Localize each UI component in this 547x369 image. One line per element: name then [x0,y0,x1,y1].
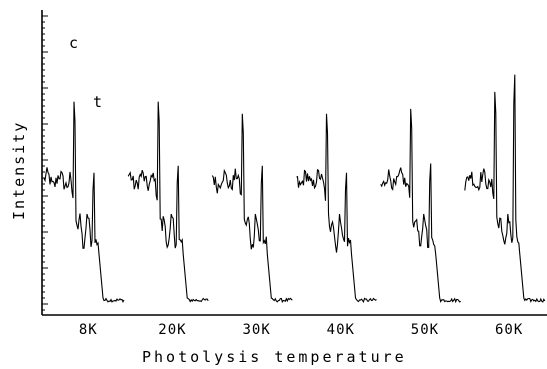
x-tick-label: 50K [411,322,439,338]
spectrum-30K [211,113,293,303]
spectrum-8K [43,101,125,304]
x-tick-labels: 8K 20K 30K 40K 50K 60K [79,322,523,338]
x-tick-label: 20K [158,322,186,338]
spectra [43,74,546,304]
spectrum-50K [380,108,461,304]
y-axis-label: Intensity [10,121,28,220]
axes [41,10,547,316]
x-tick-label: 60K [495,322,523,338]
annotation-t: t [93,93,102,111]
annotation-c: c [69,34,78,52]
x-tick-label: 30K [242,322,270,338]
x-tick-label: 40K [327,322,355,338]
x-tick-label: 8K [79,322,98,338]
x-axis-label: Photolysis temperature [142,348,407,366]
spectrum-60K [464,74,546,303]
spectrum-40K [296,113,377,304]
spectrum-20K [127,101,209,303]
